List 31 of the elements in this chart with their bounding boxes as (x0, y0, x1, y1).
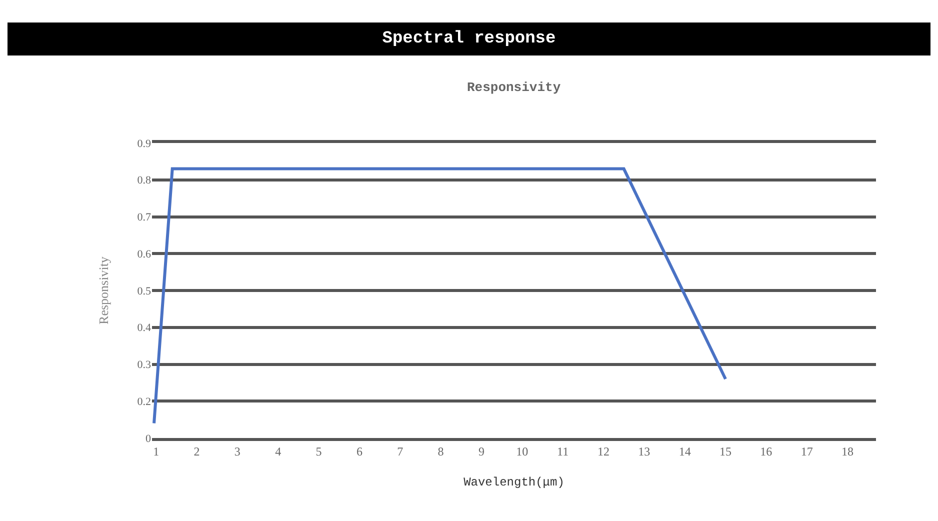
x-tick-label: 5 (316, 444, 322, 458)
y-tick-label: 0.2 (137, 396, 151, 408)
x-tick-label: 13 (638, 444, 650, 458)
x-tick-label: 14 (678, 444, 691, 458)
x-tick-label: 7 (397, 444, 404, 458)
y-tick-label: 0.7 (137, 212, 152, 224)
y-tick-label: 0.9 (137, 138, 152, 150)
x-tick-label: 2 (194, 444, 200, 458)
y-axis-title: Responsivity (96, 256, 112, 324)
x-tick-label: 9 (478, 444, 484, 458)
x-tick-label: 12 (597, 444, 610, 458)
x-tick-label: 17 (800, 444, 813, 458)
y-tick-label: 0.8 (137, 174, 152, 187)
x-axis-title: Wavelength(μm) (464, 475, 564, 490)
x-tick-label: 8 (438, 444, 444, 458)
x-tick-label: 10 (516, 444, 528, 458)
y-tick-label: 0.4 (137, 322, 152, 334)
y-tick-label: 0.6 (137, 248, 152, 260)
x-tick-label: 18 (842, 444, 854, 458)
x-tick-label: 4 (275, 444, 282, 458)
x-tick-label: 11 (557, 444, 569, 458)
chart-subtitle: Responsivity (467, 80, 561, 95)
x-tick-label: 15 (720, 444, 732, 458)
y-tick-label: 0 (146, 432, 152, 445)
x-tick-label: 1 (153, 444, 160, 458)
x-tick-label: 3 (234, 444, 240, 458)
x-tick-label: 16 (760, 444, 772, 458)
y-tick-label: 0.3 (137, 359, 152, 372)
chart-title: Spectral response (382, 30, 556, 48)
x-tick-label: 6 (356, 444, 362, 458)
y-tick-label: 0.5 (137, 285, 152, 298)
